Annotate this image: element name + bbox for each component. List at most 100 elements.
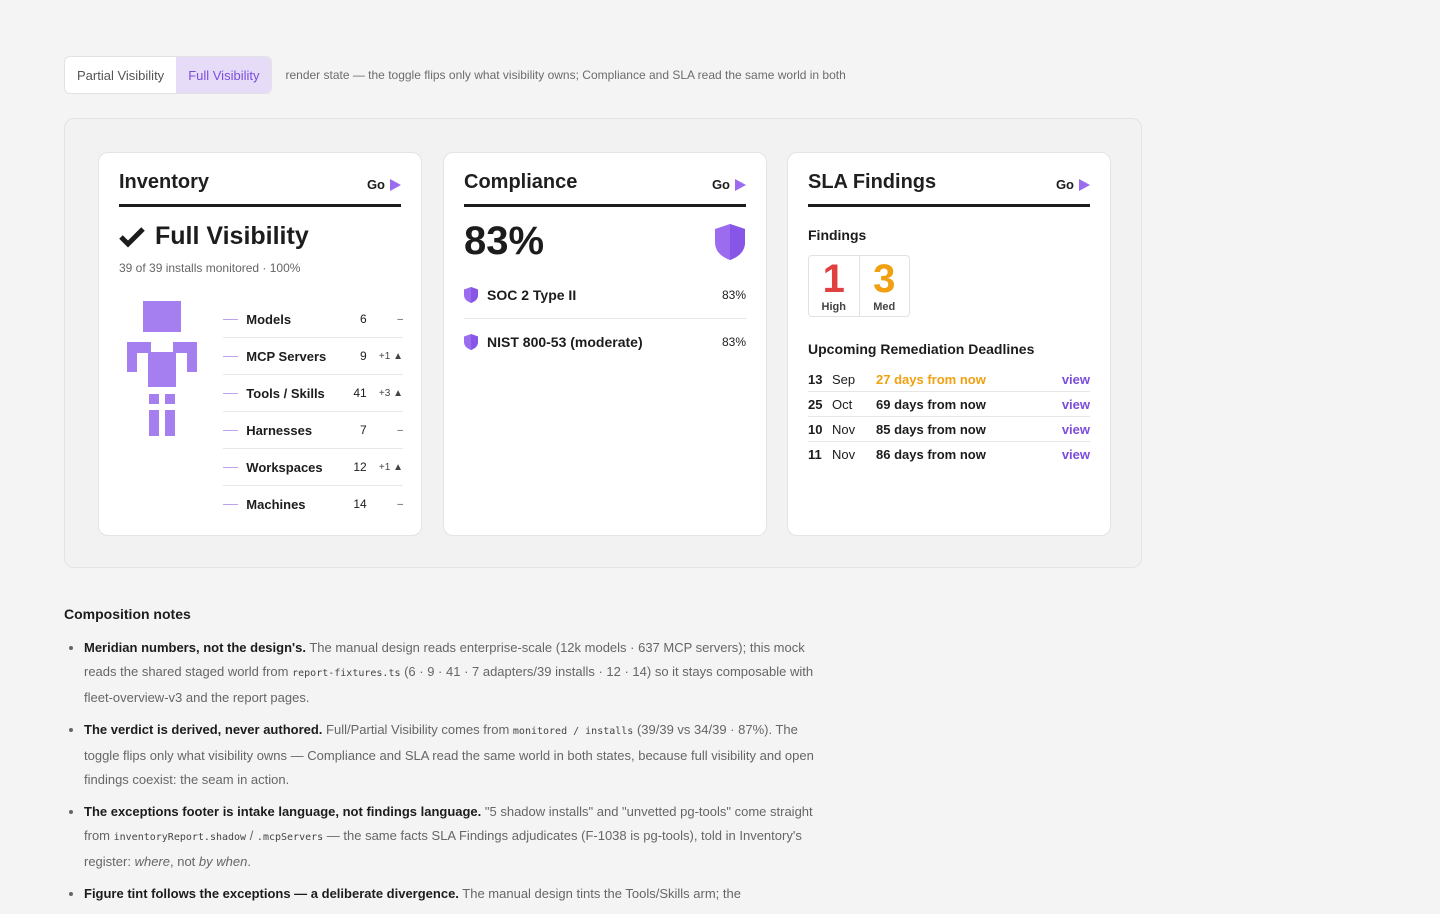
row-delta: –	[397, 424, 403, 436]
row-label: Workspaces	[246, 459, 323, 475]
deadline-month: Sep	[832, 371, 856, 387]
count-number: 1	[822, 257, 845, 301]
count-label: High	[821, 301, 846, 313]
count-med[interactable]: 3 Med	[858, 256, 910, 316]
deadline-day: 10	[808, 421, 823, 437]
row-value: 14	[353, 497, 367, 511]
trend-up-icon: ▲	[393, 461, 403, 473]
row-label: Tools / Skills	[246, 385, 325, 401]
composition-notes: Composition notes Meridian numbers, not …	[64, 606, 824, 914]
inventory-row-tools-skills: Tools / Skills 41 +3 ▲	[223, 375, 403, 412]
deadline-view-link[interactable]: view	[1061, 446, 1090, 462]
deadline-view-link[interactable]: view	[1061, 421, 1090, 437]
framework-value: 83%	[721, 288, 746, 302]
count-high[interactable]: 1 High	[809, 256, 859, 316]
installs-monitored: 39 of 39 installs monitored · 100%	[119, 261, 301, 275]
findings-counts: 1 High 3 Med	[808, 255, 910, 317]
deadline-view-link[interactable]: view	[1061, 371, 1090, 387]
inventory-list: Models 6 – MCP Servers 9 +1 ▲ Tools / Sk…	[223, 301, 403, 522]
visibility-toggle-row: Partial Visibility Full Visibility rende…	[64, 56, 846, 94]
deadline-row: 25 Oct 69 days from now view	[808, 392, 1090, 417]
compliance-header: Compliance Go	[464, 171, 746, 207]
row-label: MCP Servers	[246, 348, 327, 364]
note-item: The exceptions footer is intake language…	[84, 800, 824, 874]
compliance-card: Compliance Go 83% SOC 2 Type II 83%	[443, 152, 767, 536]
deadline-row: 13 Sep 27 days from now view	[808, 367, 1090, 392]
row-value: 6	[360, 312, 367, 326]
row-value: 12	[353, 460, 367, 474]
inventory-row-workspaces: Workspaces 12 +1 ▲	[223, 449, 403, 486]
row-value: 7	[360, 423, 367, 437]
row-dash	[223, 503, 239, 505]
framework-row: NIST 800-53 (moderate) 83%	[464, 319, 746, 365]
note-item: Figure tint follows the exceptions — a d…	[84, 882, 824, 906]
trend-up-icon: ▲	[393, 350, 403, 362]
row-delta: +1 ▲	[378, 461, 403, 473]
inventory-card: Inventory Go Full Visibility 39 of 39 in…	[98, 152, 422, 536]
row-dash	[223, 355, 239, 357]
count-number: 3	[873, 257, 896, 301]
notes-heading: Composition notes	[64, 606, 191, 622]
go-label: Go	[711, 177, 730, 192]
shield-icon	[464, 334, 478, 350]
note-item: The verdict is derived, never authored. …	[84, 718, 824, 792]
play-arrow-icon	[390, 178, 401, 191]
notes-list: Meridian numbers, not the design's. The …	[64, 636, 824, 906]
sla-title: SLA Findings	[808, 171, 937, 193]
deadline-relative: 85 days from now	[876, 421, 986, 437]
row-label: Harnesses	[246, 422, 313, 438]
compliance-score: 83%	[464, 219, 545, 263]
sla-findings-card: SLA Findings Go Findings 1 High 3 Med Up…	[787, 152, 1111, 536]
trend-up-icon: ▲	[393, 387, 403, 399]
findings-heading: Findings	[808, 227, 867, 243]
deadline-relative: 86 days from now	[876, 446, 986, 462]
row-dash	[223, 318, 239, 320]
toggle-partial-visibility[interactable]: Partial Visibility	[77, 67, 165, 83]
inventory-row-models: Models 6 –	[223, 301, 403, 338]
deadline-row: 10 Nov 85 days from now view	[808, 417, 1090, 442]
framework-name: SOC 2 Type II	[487, 287, 577, 303]
row-dash	[223, 466, 239, 468]
toggle-full-visibility[interactable]: Full Visibility	[176, 57, 272, 93]
framework-name: NIST 800-53 (moderate)	[487, 334, 643, 350]
shield-icon	[715, 223, 745, 260]
inventory-go-button[interactable]: Go	[367, 173, 401, 192]
deadline-day: 25	[808, 396, 823, 412]
row-dash	[223, 392, 239, 394]
verdict-text: Full Visibility	[155, 222, 309, 250]
deadlines-heading: Upcoming Remediation Deadlines	[808, 341, 1035, 357]
note-item: Meridian numbers, not the design's. The …	[84, 636, 824, 710]
deadline-month: Nov	[832, 446, 856, 462]
shield-icon	[464, 287, 478, 303]
go-label: Go	[366, 177, 385, 192]
compliance-title: Compliance	[464, 171, 578, 193]
dashboard-panel: Inventory Go Full Visibility 39 of 39 in…	[64, 118, 1142, 568]
framework-list: SOC 2 Type II 83% NIST 800-53 (moderate)…	[464, 272, 746, 365]
sla-go-button[interactable]: Go	[1056, 173, 1090, 192]
count-label: Med	[873, 301, 896, 313]
deadline-list: 13 Sep 27 days from now view 25 Oct 69 d…	[808, 367, 1090, 466]
deadline-relative: 69 days from now	[876, 396, 986, 412]
compliance-go-button[interactable]: Go	[712, 173, 746, 192]
robot-figure-icon	[127, 301, 199, 441]
row-delta: –	[397, 313, 403, 325]
sla-header: SLA Findings Go	[808, 171, 1090, 207]
deadline-day: 11	[808, 446, 822, 462]
deadline-view-link[interactable]: view	[1061, 396, 1090, 412]
deadline-day: 13	[808, 371, 823, 387]
row-delta: +3 ▲	[378, 387, 403, 399]
row-value: 41	[353, 386, 367, 400]
inventory-title: Inventory	[119, 171, 210, 193]
deadline-row: 11 Nov 86 days from now view	[808, 442, 1090, 466]
toggle-note: render state — the toggle flips only wha…	[285, 68, 846, 82]
visibility-verdict: Full Visibility	[119, 222, 401, 251]
play-arrow-icon	[1079, 178, 1090, 191]
inventory-header: Inventory Go	[119, 171, 401, 207]
row-label: Models	[246, 311, 292, 327]
row-label: Machines	[246, 496, 306, 512]
row-dash	[223, 429, 239, 431]
framework-value: 83%	[721, 335, 746, 349]
row-value: 9	[360, 349, 367, 363]
inventory-row-harnesses: Harnesses 7 –	[223, 412, 403, 449]
go-label: Go	[1055, 177, 1074, 192]
